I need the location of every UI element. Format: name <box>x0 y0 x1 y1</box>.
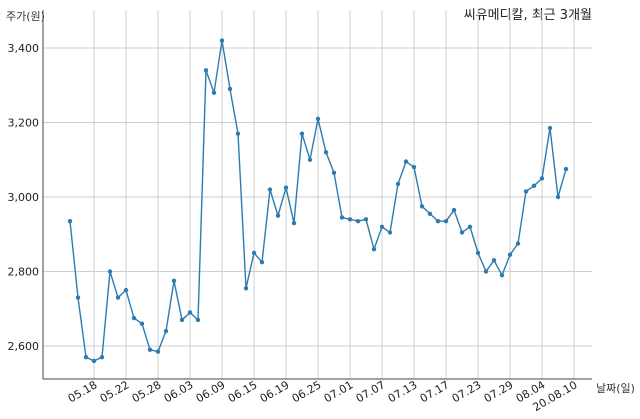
data-point <box>299 131 305 136</box>
data-point <box>267 187 273 192</box>
data-point <box>419 204 425 209</box>
data-point <box>307 157 313 162</box>
x-tick-label: 07.01 <box>322 378 356 405</box>
data-point <box>115 295 121 300</box>
data-point <box>499 273 505 278</box>
data-point <box>555 194 561 200</box>
y-tick-labels: 2,600 2,800 3,000 3,200 3,400 <box>8 42 40 353</box>
y-tick-label: 2,600 <box>8 340 40 353</box>
data-point <box>131 315 137 321</box>
data-point <box>483 269 489 274</box>
data-point <box>235 131 241 136</box>
data-point <box>139 321 145 326</box>
data-point <box>155 349 161 354</box>
data-point <box>515 241 521 246</box>
data-point <box>539 176 545 181</box>
data-point <box>99 354 105 360</box>
data-point <box>379 224 385 229</box>
data-point <box>403 159 409 164</box>
data-point <box>563 166 569 172</box>
data-point <box>523 189 529 194</box>
data-point <box>203 68 209 73</box>
data-point <box>275 213 281 218</box>
chart-title: 씨유메디칼, 최근 3개월 <box>464 8 592 23</box>
data-point <box>435 219 441 224</box>
x-tick-label: 07.17 <box>418 378 452 405</box>
data-point <box>163 328 169 334</box>
x-tick-label: 06.09 <box>194 378 228 405</box>
data-point <box>75 295 81 300</box>
data-point <box>467 224 473 229</box>
x-tick-label: 05.28 <box>130 378 164 405</box>
data-point <box>331 170 337 175</box>
y-tick-label: 3,200 <box>8 117 40 130</box>
data-point <box>83 354 89 360</box>
y-tick-label: 3,400 <box>8 42 40 55</box>
data-point <box>347 217 353 222</box>
y-axis-label: 주가(원) <box>6 10 45 23</box>
data-point <box>443 219 449 224</box>
data-point <box>219 38 225 43</box>
data-point <box>291 220 297 226</box>
x-tick-label: 07.07 <box>354 378 388 405</box>
data-point <box>259 259 265 265</box>
data-point <box>67 219 73 224</box>
x-tick-label: 07.23 <box>450 378 484 405</box>
data-point <box>475 250 481 256</box>
data-point <box>171 278 177 284</box>
data-point <box>323 150 329 155</box>
data-point <box>179 317 185 323</box>
data-point <box>507 252 513 257</box>
data-point <box>123 287 129 293</box>
y-tick-label: 2,800 <box>8 266 40 279</box>
data-point <box>195 317 201 323</box>
x-tick-label: 06.25 <box>290 378 324 405</box>
x-axis-label: 날짜(일) <box>596 381 635 395</box>
data-point <box>339 215 345 220</box>
data-point <box>211 90 217 95</box>
axes <box>42 10 592 380</box>
data-point <box>315 116 321 121</box>
y-tick-label: 3,000 <box>8 191 40 204</box>
data-point <box>451 207 457 213</box>
x-tick-label: 06.15 <box>226 378 260 405</box>
data-point <box>91 358 97 364</box>
data-point <box>187 310 193 315</box>
data-point <box>395 181 401 187</box>
data-point <box>147 347 153 352</box>
data-point <box>531 183 537 189</box>
x-tick-label: 05.18 <box>66 378 100 405</box>
x-tick-labels: 05.1805.2205.2806.0306.0906.1506.1906.25… <box>66 378 580 414</box>
x-tick-label: 07.29 <box>482 378 516 405</box>
data-point <box>227 86 233 92</box>
price-series <box>67 38 569 364</box>
data-point <box>283 185 289 190</box>
data-point <box>459 230 465 235</box>
data-point <box>355 219 361 224</box>
data-point <box>363 217 369 222</box>
x-tick-label: 07.13 <box>386 378 420 405</box>
data-point <box>491 258 497 263</box>
data-point <box>547 125 553 131</box>
data-point <box>251 250 257 256</box>
data-point <box>107 269 113 274</box>
data-point <box>411 165 417 170</box>
grid <box>43 10 592 379</box>
data-point <box>387 230 393 235</box>
x-tick-label: 06.19 <box>258 378 292 405</box>
x-tick-label: 05.22 <box>98 378 132 405</box>
data-point <box>371 246 377 252</box>
x-tick-label: 06.03 <box>162 378 196 405</box>
data-point <box>427 211 433 216</box>
data-point <box>243 286 249 291</box>
